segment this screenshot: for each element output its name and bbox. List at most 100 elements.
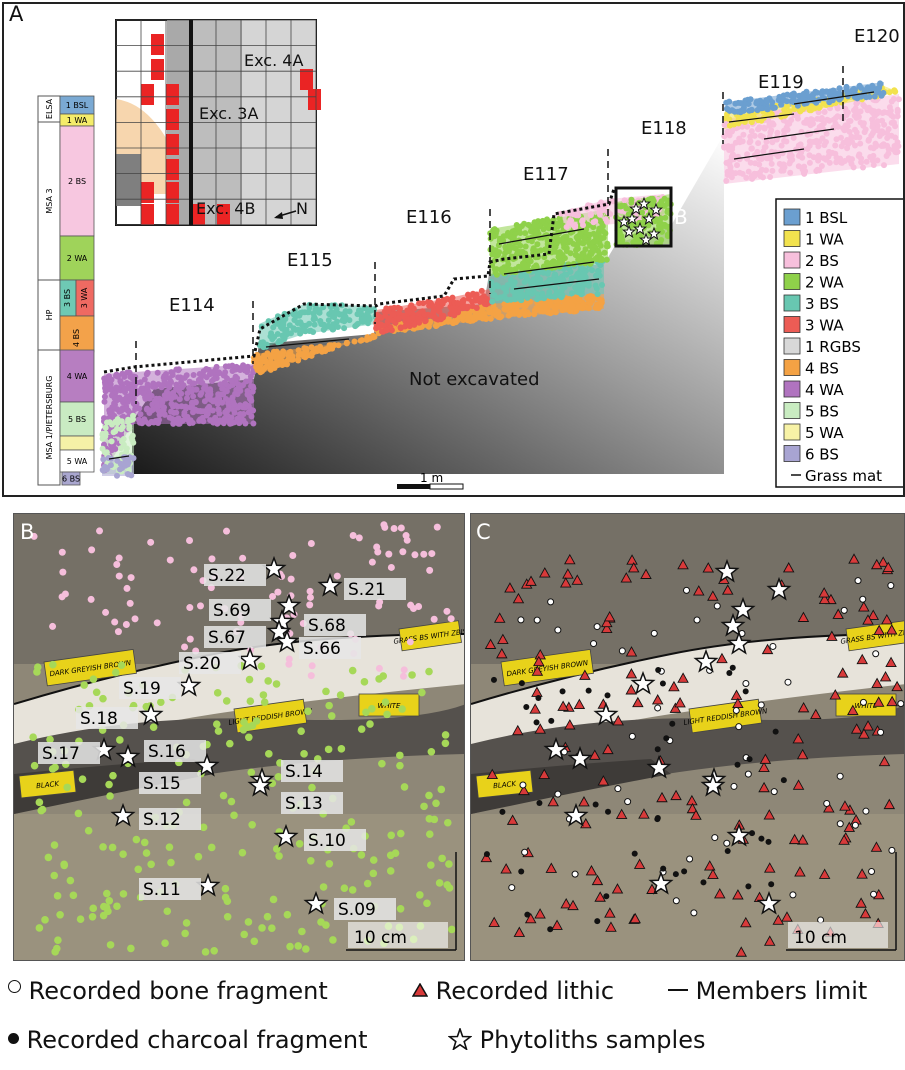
section-point xyxy=(794,115,801,122)
svg-text:BLACK: BLACK xyxy=(36,780,61,791)
section-point xyxy=(435,304,441,311)
section-point xyxy=(723,177,730,184)
sample-label: S.09 xyxy=(338,900,376,920)
section-point xyxy=(229,368,236,374)
green-point xyxy=(69,891,78,900)
lithic-point xyxy=(797,611,810,622)
green-point xyxy=(214,727,223,735)
bone-point xyxy=(859,698,867,706)
bone-point xyxy=(519,781,527,789)
section-point xyxy=(110,403,117,410)
section-point xyxy=(507,296,514,303)
green-point xyxy=(74,809,83,818)
section-point xyxy=(729,128,735,135)
section-point xyxy=(802,168,809,175)
panel-c-label: C xyxy=(476,520,491,544)
green-point xyxy=(300,750,308,758)
section-point xyxy=(290,311,297,317)
section-point xyxy=(422,317,429,324)
section-point xyxy=(308,344,315,351)
lithic-point xyxy=(782,562,795,573)
green-point xyxy=(387,831,396,840)
green-point xyxy=(381,698,390,706)
section-point xyxy=(102,424,109,431)
charcoal-point xyxy=(746,756,753,763)
pink-point xyxy=(406,638,414,646)
section-point xyxy=(439,300,446,307)
green-point xyxy=(213,689,222,697)
green-point xyxy=(134,865,143,874)
charcoal-point xyxy=(524,911,531,918)
sample-label-bg xyxy=(204,626,266,648)
section-point xyxy=(524,294,531,301)
lithic-point xyxy=(690,809,702,820)
section-point xyxy=(453,319,459,326)
section-point xyxy=(489,298,496,305)
section-point xyxy=(267,359,274,366)
section-point xyxy=(519,260,526,267)
lithic-point xyxy=(538,768,551,780)
section-point xyxy=(744,123,751,130)
section-point xyxy=(843,112,850,118)
section-point xyxy=(351,338,358,345)
section-point xyxy=(781,132,788,138)
pink-point xyxy=(375,664,383,672)
section-point xyxy=(416,319,423,326)
section-point xyxy=(598,199,605,206)
green-point xyxy=(140,838,149,847)
section-point xyxy=(199,379,206,386)
section-point xyxy=(565,261,572,268)
section-point xyxy=(787,158,794,165)
bone-point xyxy=(554,626,562,634)
green-point xyxy=(167,858,175,867)
section-point xyxy=(406,308,413,315)
green-point xyxy=(294,942,303,950)
pink-point xyxy=(390,525,398,533)
section-point xyxy=(775,153,782,160)
section-point xyxy=(880,89,887,96)
legend-phytoliths: Phytoliths samples xyxy=(447,1026,705,1054)
section-label-e115: E115 xyxy=(287,250,333,271)
phytolith-star xyxy=(646,754,672,779)
green-point xyxy=(149,723,158,731)
section-point xyxy=(365,320,371,327)
section-point xyxy=(860,101,867,108)
legend-label: 2 WA xyxy=(805,274,844,292)
section-point xyxy=(575,303,582,310)
section-point xyxy=(852,126,858,133)
sample-star xyxy=(646,226,662,241)
section-point xyxy=(158,397,165,403)
charcoal-point xyxy=(724,848,731,855)
section-point xyxy=(892,123,899,130)
section-point xyxy=(808,120,815,127)
lithic-point xyxy=(810,708,822,720)
section-point xyxy=(816,124,823,130)
section-point xyxy=(734,108,741,115)
charcoal-point xyxy=(483,851,490,858)
lithic-point xyxy=(677,672,689,683)
lithic-point xyxy=(531,665,544,676)
bone-point xyxy=(769,642,777,650)
phytolith-star xyxy=(269,608,295,633)
section-point xyxy=(496,249,503,256)
green-point xyxy=(116,736,124,744)
lithic-point xyxy=(677,558,689,570)
lithic-point xyxy=(848,553,860,564)
lithic-point xyxy=(488,916,500,928)
section-point xyxy=(747,159,754,166)
lithic-point xyxy=(625,668,638,679)
section-point xyxy=(569,302,576,308)
section-point xyxy=(268,330,275,337)
section-point xyxy=(129,432,136,439)
charcoal-point xyxy=(490,676,497,683)
green-point xyxy=(212,720,221,729)
section-point xyxy=(342,314,349,321)
section-point xyxy=(847,118,854,124)
pink-point xyxy=(407,601,415,609)
section-point xyxy=(815,143,822,150)
section-point xyxy=(304,309,311,316)
lithic-point xyxy=(693,585,705,596)
strat-unit-label: 2 WA xyxy=(67,254,88,263)
section-point xyxy=(269,336,276,343)
